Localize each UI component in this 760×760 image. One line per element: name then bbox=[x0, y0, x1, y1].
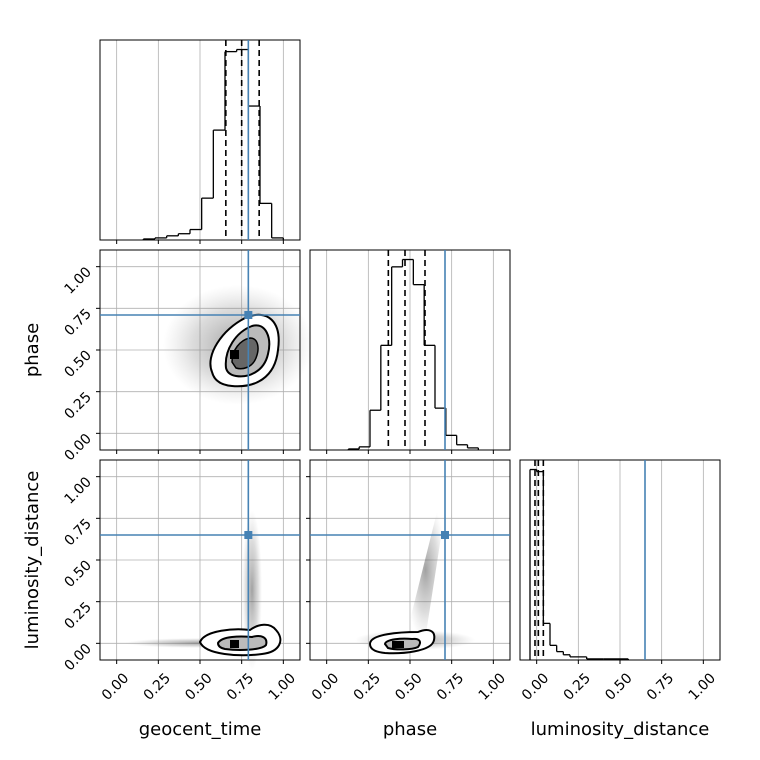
mode bbox=[392, 641, 404, 648]
x-tick-label: 1.00 bbox=[686, 670, 719, 703]
histogram-step bbox=[529, 469, 629, 660]
y-tick-label: 0.25 bbox=[61, 389, 94, 422]
mode bbox=[230, 350, 239, 359]
contour bbox=[216, 635, 268, 651]
x-tick-label: 0.25 bbox=[561, 670, 594, 703]
x-tick-label: 0.75 bbox=[434, 670, 467, 703]
x-tick-label: 0.50 bbox=[392, 670, 425, 703]
y-tick-label: 0.50 bbox=[61, 558, 94, 591]
y-tick-label: 0.75 bbox=[61, 516, 94, 549]
x-tick-label: 0.75 bbox=[224, 670, 257, 703]
histogram-step bbox=[142, 49, 284, 240]
x-tick-label: 0.50 bbox=[182, 670, 215, 703]
panel-frame bbox=[99, 39, 301, 241]
y-tick-label: 0.75 bbox=[61, 306, 94, 339]
x-tick-label: 0.00 bbox=[309, 670, 342, 703]
truth-point bbox=[244, 531, 253, 539]
x-tick-label: 0.25 bbox=[351, 670, 384, 703]
y-tick-label: 0.25 bbox=[61, 599, 94, 632]
x-tick-label: 0.00 bbox=[519, 670, 552, 703]
x-tick-label: 0.50 bbox=[602, 670, 635, 703]
truth-point bbox=[244, 311, 253, 319]
x-tick-label: 0.00 bbox=[99, 670, 132, 703]
histogram-step bbox=[347, 259, 479, 450]
x-tick-label: 0.25 bbox=[141, 670, 174, 703]
panel-frame bbox=[99, 249, 301, 451]
contour bbox=[231, 337, 259, 370]
y-axis-label: luminosity_distance bbox=[22, 471, 43, 650]
truth-point bbox=[441, 531, 449, 539]
y-axis-label: phase bbox=[22, 323, 43, 377]
panel-frame bbox=[309, 459, 511, 661]
y-tick-label: 0.00 bbox=[61, 431, 94, 464]
sample-cloud bbox=[405, 500, 446, 640]
panel-frame bbox=[309, 249, 511, 451]
x-tick-label: 1.00 bbox=[476, 670, 509, 703]
panel-frame bbox=[519, 459, 721, 661]
panel-frame bbox=[99, 459, 301, 661]
y-tick-label: 0.00 bbox=[61, 641, 94, 674]
y-tick-label: 0.50 bbox=[61, 348, 94, 381]
x-tick-label: 1.00 bbox=[266, 670, 299, 703]
mode bbox=[230, 640, 239, 648]
y-tick-label: 1.00 bbox=[61, 264, 94, 297]
x-axis-label: geocent_time bbox=[139, 719, 262, 740]
y-tick-label: 1.00 bbox=[61, 474, 94, 507]
x-axis-label: phase bbox=[383, 719, 437, 740]
x-axis-label: luminosity_distance bbox=[531, 719, 710, 740]
x-tick-label: 0.75 bbox=[644, 670, 677, 703]
